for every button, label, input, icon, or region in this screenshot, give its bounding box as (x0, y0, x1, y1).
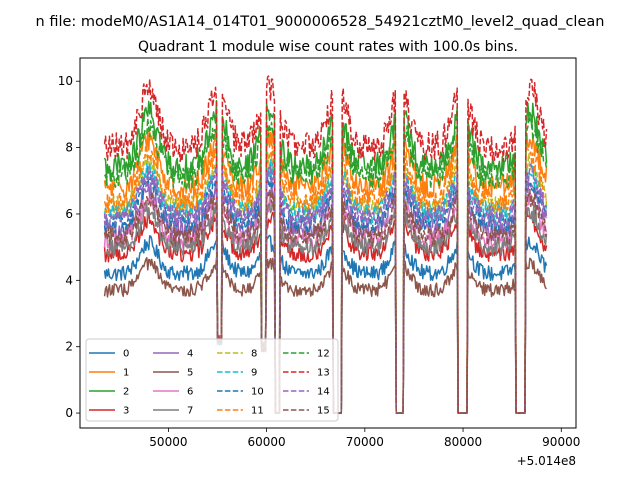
series-12-line (103, 113, 548, 414)
legend-label-2: 2 (123, 387, 129, 398)
y-axis: 0 2 4 6 8 10 (58, 74, 80, 420)
x-tick-label: 80000 (444, 435, 482, 449)
chart-suptitle: n file: modeM0/AS1A14_014T01_9000006528_… (36, 14, 605, 30)
y-tick-label: 6 (65, 207, 73, 221)
y-tick-label: 0 (65, 406, 73, 420)
x-tick-label: 90000 (542, 435, 580, 449)
legend-label-13: 13 (317, 368, 330, 379)
series-0-line (103, 234, 548, 414)
y-tick-label: 8 (65, 141, 73, 155)
legend-label-1: 1 (123, 368, 129, 379)
legend-box (85, 338, 339, 422)
x-tick-label: 50000 (149, 435, 187, 449)
series-6-line (103, 192, 548, 414)
series-11-line (103, 142, 548, 414)
legend-label-4: 4 (187, 349, 193, 360)
series-layer (103, 75, 548, 414)
series-5-line (103, 256, 548, 414)
series-15-line (103, 188, 548, 414)
y-tick-label: 4 (65, 273, 73, 287)
chart-title: Quadrant 1 module wise count rates with … (138, 39, 518, 55)
legend-label-9: 9 (251, 368, 257, 379)
legend-label-11: 11 (251, 406, 264, 417)
legend-label-8: 8 (251, 349, 257, 360)
series-13-line (103, 75, 548, 414)
legend-label-10: 10 (251, 387, 264, 398)
plot-frame (79, 57, 577, 429)
legend-label-15: 15 (317, 406, 330, 417)
x-offset-label: +5.014e8 (517, 454, 576, 468)
legend-label-12: 12 (317, 349, 330, 360)
legend-label-5: 5 (187, 368, 193, 379)
legend-label-14: 14 (317, 387, 330, 398)
y-tick-label: 10 (58, 74, 73, 88)
series-14-line (103, 163, 548, 414)
x-tick-label: 70000 (346, 435, 384, 449)
y-tick-label: 2 (65, 340, 73, 354)
legend-label-6: 6 (187, 387, 193, 398)
legend-label-0: 0 (123, 349, 129, 360)
x-tick-label: 60000 (248, 435, 286, 449)
legend-label-7: 7 (187, 406, 193, 417)
legend-label-3: 3 (123, 406, 129, 417)
x-axis: 50000 60000 70000 80000 90000 (149, 428, 580, 449)
